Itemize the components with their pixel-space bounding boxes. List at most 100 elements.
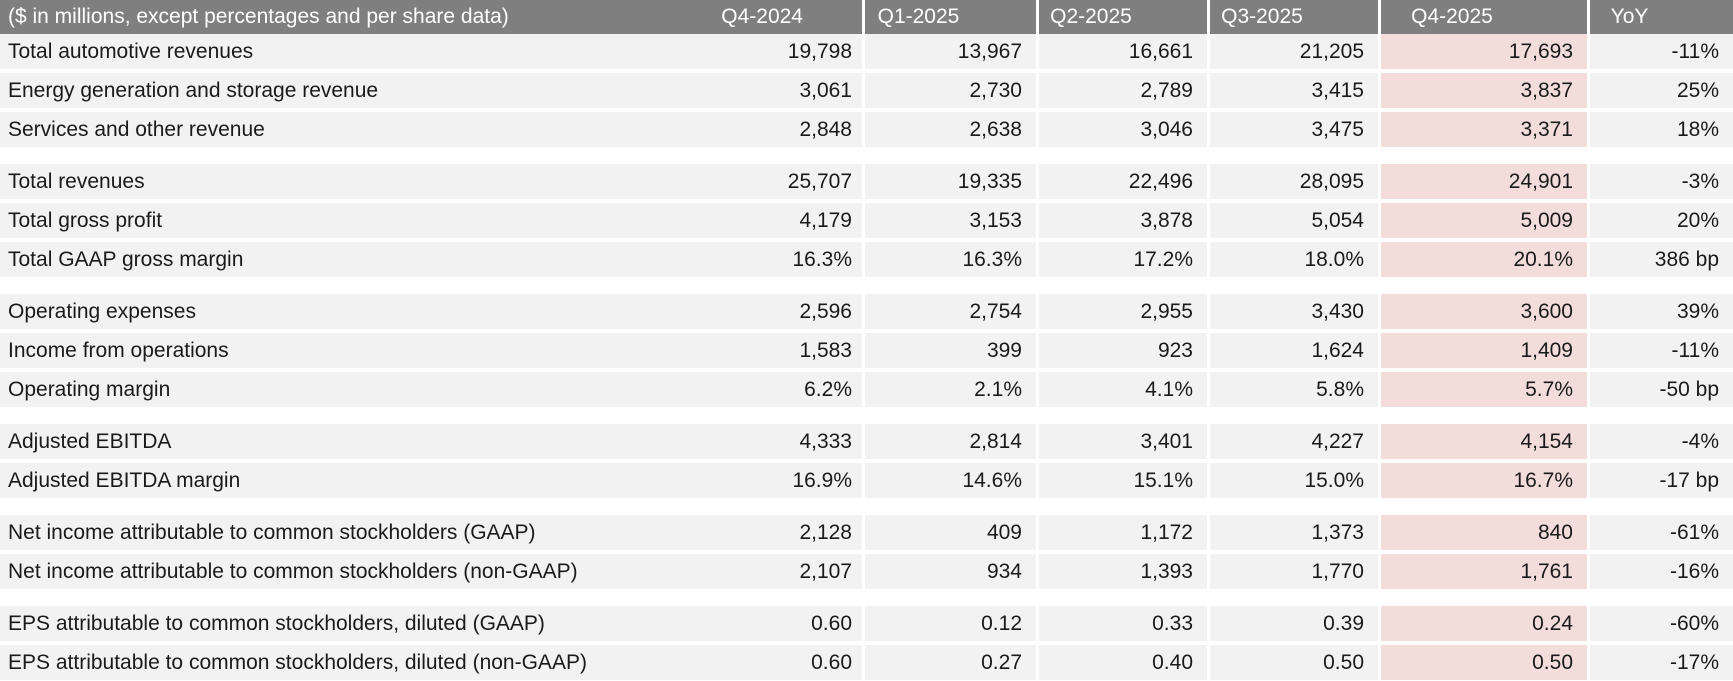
- row-main-cell: Net income attributable to common stockh…: [0, 515, 862, 550]
- cell-yoy: -61%: [1587, 515, 1733, 550]
- table-row: EPS attributable to common stockholders,…: [0, 645, 1733, 680]
- row-label: Operating expenses: [8, 300, 196, 323]
- cell-q3-2025: 5.8%: [1207, 372, 1378, 407]
- cell-q4-2025-highlighted: 5.7%: [1378, 372, 1587, 407]
- column-header-q4-2024: Q4-2024: [721, 5, 803, 28]
- row-label: Adjusted EBITDA margin: [8, 469, 241, 492]
- cell-q1-2025: 2,730: [862, 73, 1036, 108]
- column-header-q4-2025: Q4-2025: [1378, 0, 1587, 34]
- cell-q4-2025-highlighted: 840: [1378, 515, 1587, 550]
- cell-q2-2025: 22,496: [1036, 164, 1207, 199]
- cell-q3-2025: 28,095: [1207, 164, 1378, 199]
- cell-q4-2024: 6.2%: [804, 378, 852, 401]
- cell-q1-2025: 2.1%: [862, 372, 1036, 407]
- column-header-q3-2025: Q3-2025: [1207, 0, 1378, 34]
- table-row: Net income attributable to common stockh…: [0, 515, 1733, 550]
- cell-q1-2025: 399: [862, 333, 1036, 368]
- cell-q4-2025-highlighted: 5,009: [1378, 203, 1587, 238]
- cell-q3-2025: 18.0%: [1207, 242, 1378, 277]
- cell-q3-2025: 1,624: [1207, 333, 1378, 368]
- cell-q4-2025-highlighted: 17,693: [1378, 34, 1587, 69]
- cell-q3-2025: 0.50: [1207, 645, 1378, 680]
- cell-q1-2025: 2,754: [862, 294, 1036, 329]
- row-main-cell: EPS attributable to common stockholders,…: [0, 606, 862, 641]
- row-main-cell: Adjusted EBITDA 4,333: [0, 424, 862, 459]
- cell-q2-2025: 2,789: [1036, 73, 1207, 108]
- cell-q4-2024: 0.60: [811, 651, 852, 674]
- row-label: Total automotive revenues: [8, 40, 254, 63]
- cell-q4-2024: 0.60: [811, 612, 852, 635]
- cell-yoy: -4%: [1587, 424, 1733, 459]
- row-label: Income from operations: [8, 339, 229, 362]
- table-header-row: ($ in millions, except percentages and p…: [0, 0, 1733, 34]
- cell-q3-2025: 5,054: [1207, 203, 1378, 238]
- row-main-cell: Adjusted EBITDA margin 16.9%: [0, 463, 862, 498]
- cell-yoy: -3%: [1587, 164, 1733, 199]
- row-main-cell: Operating margin 6.2%: [0, 372, 862, 407]
- table-row: Operating expenses 2,596 2,754 2,955 3,430 3,…: [0, 294, 1733, 329]
- table-row: Net income attributable to common stockh…: [0, 554, 1733, 589]
- cell-q1-2025: 2,638: [862, 112, 1036, 147]
- cell-q3-2025: 3,415: [1207, 73, 1378, 108]
- cell-q4-2024: 16.9%: [792, 469, 852, 492]
- cell-q4-2025-highlighted: 1,761: [1378, 554, 1587, 589]
- cell-yoy: -11%: [1587, 333, 1733, 368]
- table-row: Adjusted EBITDA 4,333 2,814 3,401 4,227 4,154…: [0, 424, 1733, 459]
- group-separator: [0, 281, 1733, 294]
- row-label: EPS attributable to common stockholders,…: [8, 651, 587, 674]
- row-label: Net income attributable to common stockh…: [8, 521, 536, 544]
- table-row: Operating margin 6.2% 2.1% 4.1% 5.8% 5.7% -50 …: [0, 372, 1733, 407]
- table-body: Total automotive revenues 19,798 13,967 16,…: [0, 34, 1733, 680]
- cell-q4-2025-highlighted: 3,371: [1378, 112, 1587, 147]
- cell-q3-2025: 4,227: [1207, 424, 1378, 459]
- cell-q1-2025: 0.27: [862, 645, 1036, 680]
- row-label: Services and other revenue: [8, 118, 265, 141]
- cell-q3-2025: 0.39: [1207, 606, 1378, 641]
- table-row: EPS attributable to common stockholders,…: [0, 606, 1733, 641]
- cell-yoy: -17 bp: [1587, 463, 1733, 498]
- cell-q3-2025: 1,373: [1207, 515, 1378, 550]
- cell-q4-2025-highlighted: 20.1%: [1378, 242, 1587, 277]
- cell-yoy: 39%: [1587, 294, 1733, 329]
- row-main-cell: Total automotive revenues 19,798: [0, 34, 862, 69]
- table-row: Total automotive revenues 19,798 13,967 16,…: [0, 34, 1733, 69]
- row-label: Net income attributable to common stockh…: [8, 560, 578, 583]
- cell-q3-2025: 3,430: [1207, 294, 1378, 329]
- row-label: Energy generation and storage revenue: [8, 79, 379, 102]
- cell-q1-2025: 2,814: [862, 424, 1036, 459]
- column-header-yoy: YoY: [1587, 0, 1733, 34]
- cell-q4-2024: 3,061: [799, 79, 852, 102]
- row-main-cell: Total revenues 25,707: [0, 164, 862, 199]
- cell-q4-2024: 16.3%: [792, 248, 852, 271]
- group-separator: [0, 502, 1733, 515]
- cell-q4-2024: 2,107: [799, 560, 852, 583]
- cell-q2-2025: 16,661: [1036, 34, 1207, 69]
- row-label: EPS attributable to common stockholders,…: [8, 612, 545, 635]
- row-main-cell: Income from operations 1,583: [0, 333, 862, 368]
- column-header-q1-2025: Q1-2025: [862, 0, 1036, 34]
- cell-q4-2025-highlighted: 3,837: [1378, 73, 1587, 108]
- cell-q4-2024: 2,596: [799, 300, 852, 323]
- table-row: Income from operations 1,583 399 923 1,624 1,…: [0, 333, 1733, 368]
- cell-q3-2025: 3,475: [1207, 112, 1378, 147]
- cell-q4-2025-highlighted: 24,901: [1378, 164, 1587, 199]
- cell-q4-2024: 25,707: [787, 170, 852, 193]
- cell-q1-2025: 14.6%: [862, 463, 1036, 498]
- cell-q4-2024: 1,583: [799, 339, 852, 362]
- cell-q4-2024: 2,848: [799, 118, 852, 141]
- row-main-cell: Operating expenses 2,596: [0, 294, 862, 329]
- cell-q2-2025: 3,878: [1036, 203, 1207, 238]
- cell-q2-2025: 15.1%: [1036, 463, 1207, 498]
- group-separator: [0, 411, 1733, 424]
- cell-q4-2024: 19,798: [787, 40, 852, 63]
- cell-yoy: -16%: [1587, 554, 1733, 589]
- header-main-cell: ($ in millions, except percentages and p…: [0, 0, 862, 34]
- cell-q4-2025-highlighted: 1,409: [1378, 333, 1587, 368]
- cell-q1-2025: 19,335: [862, 164, 1036, 199]
- cell-q2-2025: 0.33: [1036, 606, 1207, 641]
- cell-q1-2025: 3,153: [862, 203, 1036, 238]
- cell-yoy: -60%: [1587, 606, 1733, 641]
- cell-yoy: 25%: [1587, 73, 1733, 108]
- row-main-cell: Net income attributable to common stockh…: [0, 554, 862, 589]
